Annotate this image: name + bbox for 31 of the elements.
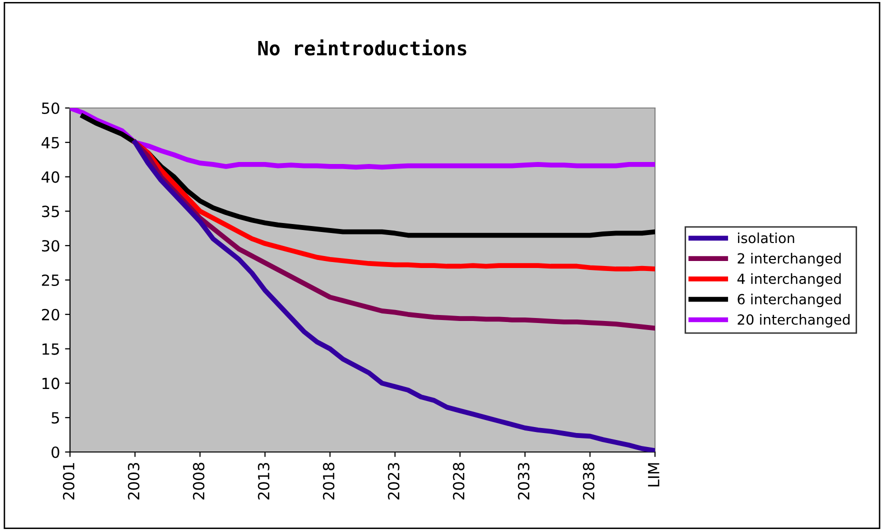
legend-label: 20 interchanged: [738, 314, 850, 328]
y-tick-label: 35: [42, 206, 59, 218]
chart-title: No reintroductions: [258, 39, 466, 56]
legend-label: 2 interchanged: [738, 252, 841, 266]
y-tick-label: 10: [42, 378, 60, 390]
y-tick-label: 0: [52, 446, 60, 458]
x-tick-label: 2013: [258, 462, 270, 500]
x-tick-label: 2018: [322, 462, 334, 500]
y-tick-label: 30: [42, 240, 60, 252]
legend-label: isolation: [738, 232, 794, 244]
legend-label: 6 interchanged: [738, 294, 841, 308]
x-tick-label: 2008: [192, 462, 204, 500]
y-tick-label: 20: [42, 308, 60, 320]
line-series: [80, 114, 655, 238]
x-tick-label: 2023: [388, 462, 400, 500]
x-tick-label: LIM: [648, 463, 660, 486]
y-tick-label: 40: [42, 171, 60, 183]
legend-label: 4 interchanged: [737, 273, 841, 287]
x-tick-label: 2003: [128, 462, 140, 500]
x-tick-label: 2001: [62, 463, 74, 500]
line-series: [132, 140, 655, 452]
x-tick-label: 2038: [582, 462, 594, 500]
y-tick-label: 15: [42, 343, 59, 355]
line-series: [132, 140, 655, 272]
y-tick-label: 5: [52, 412, 59, 424]
x-tick-label: 2033: [518, 462, 530, 500]
line-series: [132, 140, 655, 331]
y-tick-label: 45: [42, 137, 59, 148]
x-tick-label: 2028: [452, 462, 464, 500]
y-tick-label: 50: [42, 102, 60, 114]
y-tick-label: 25: [42, 274, 59, 286]
